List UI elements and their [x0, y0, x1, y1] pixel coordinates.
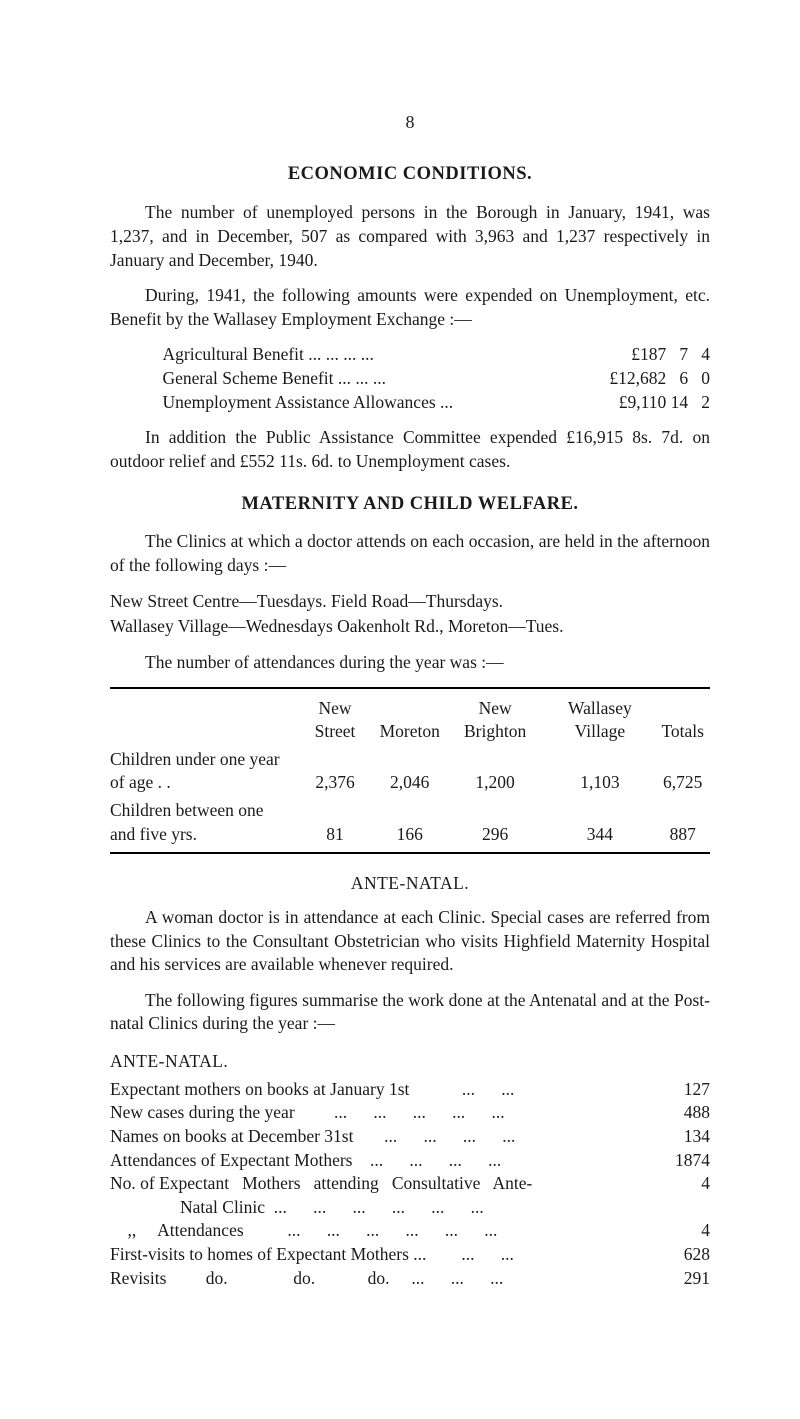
economic-p3: In addition the Public Assistance Commit… — [110, 426, 710, 473]
table-header — [110, 695, 296, 746]
figure-row: Expectant mothers on books at January 1s… — [110, 1078, 710, 1102]
antenatal-p2: The following figures summarise the work… — [110, 989, 710, 1036]
figure-label: Attendances of Expectant Mothers ... ...… — [110, 1149, 633, 1173]
figure-value: 134 — [633, 1125, 711, 1149]
benefit-row: General Scheme Benefit ... ... ... £12,6… — [163, 367, 711, 391]
figure-label: Expectant mothers on books at January 1s… — [110, 1078, 633, 1102]
figure-value: 291 — [633, 1267, 711, 1291]
benefit-label: General Scheme Benefit ... ... ... — [163, 367, 592, 391]
economic-p2: During, 1941, the following amounts were… — [110, 284, 710, 331]
figure-value: 127 — [633, 1078, 711, 1102]
maternity-p1: The Clinics at which a doctor attends on… — [110, 530, 710, 577]
benefit-label: Agricultural Benefit ... ... ... ... — [163, 343, 614, 367]
table-cell: 2,046 — [374, 746, 446, 797]
figure-label: New cases during the year ... ... ... ..… — [110, 1101, 633, 1125]
table-cell: 2,376 — [296, 746, 373, 797]
figure-value: 488 — [633, 1101, 711, 1125]
table-bottom-rule — [110, 852, 710, 854]
table-header: New Brighton — [446, 695, 545, 746]
table-header: Wallasey Village — [544, 695, 655, 746]
figure-row: First-visits to homes of Expectant Mothe… — [110, 1243, 710, 1267]
figure-value: 1874 — [633, 1149, 711, 1173]
economic-p1: The number of unemployed persons in the … — [110, 201, 710, 272]
table-row: Children under one year of age . . 2,376… — [110, 746, 710, 797]
table-row-label: Children under one year of age . . — [110, 746, 296, 797]
table-cell: 344 — [544, 797, 655, 848]
figure-row: Revisits do. do. do. ... ... ... 291 — [110, 1267, 710, 1291]
figure-value: 4 — [633, 1219, 711, 1243]
benefit-amount: £9,110 14 2 — [601, 391, 710, 415]
maternity-p2: The number of attendances during the yea… — [110, 651, 710, 675]
economic-heading: ECONOMIC CONDITIONS. — [110, 162, 710, 187]
table-header: Totals — [655, 695, 710, 746]
figure-value: 4 — [633, 1172, 711, 1196]
figure-label: Revisits do. do. do. ... ... ... — [110, 1267, 633, 1291]
benefit-list: Agricultural Benefit ... ... ... ... £18… — [110, 343, 710, 414]
figure-label: ,, Attendances ... ... ... ... ... ... — [110, 1219, 633, 1243]
figure-value: 628 — [633, 1243, 711, 1267]
table-header: Moreton — [374, 695, 446, 746]
clinic-days-line1: New Street Centre—Tuesdays. Field Road—T… — [110, 590, 710, 614]
benefit-label: Unemployment Assistance Allowances ... — [163, 391, 602, 415]
table-cell: 81 — [296, 797, 373, 848]
antenatal-figures: Expectant mothers on books at January 1s… — [110, 1078, 710, 1291]
page-number: 8 — [110, 110, 710, 134]
table-top-rule — [110, 687, 710, 689]
figure-label: Names on books at December 31st ... ... … — [110, 1125, 633, 1149]
figure-row: New cases during the year ... ... ... ..… — [110, 1101, 710, 1125]
table-cell: 887 — [655, 797, 710, 848]
attendance-table: New Street Moreton New Brighton Wallasey… — [110, 695, 710, 849]
table-header-row: New Street Moreton New Brighton Wallasey… — [110, 695, 710, 746]
clinic-days-line2: Wallasey Village—Wednesdays Oakenholt Rd… — [110, 615, 710, 639]
table-cell: 1,103 — [544, 746, 655, 797]
benefit-amount: £12,682 6 0 — [592, 367, 710, 391]
table-header: New Street — [296, 695, 373, 746]
maternity-heading: MATERNITY AND CHILD WELFARE. — [110, 492, 710, 517]
figure-row: Attendances of Expectant Mothers ... ...… — [110, 1149, 710, 1173]
table-cell: 1,200 — [446, 746, 545, 797]
table-cell: 166 — [374, 797, 446, 848]
benefit-amount: £187 7 4 — [614, 343, 710, 367]
benefit-row: Agricultural Benefit ... ... ... ... £18… — [163, 343, 711, 367]
figure-row: ,, Attendances ... ... ... ... ... ... 4 — [110, 1219, 710, 1243]
table-cell: 6,725 — [655, 746, 710, 797]
benefit-row: Unemployment Assistance Allowances ... £… — [163, 391, 711, 415]
figure-label: No. of Expectant Mothers attending Consu… — [110, 1172, 633, 1219]
table-row: Children between one and five yrs. 81 16… — [110, 797, 710, 848]
table-row-label: Children between one and five yrs. — [110, 797, 296, 848]
figure-label: First-visits to homes of Expectant Mothe… — [110, 1243, 633, 1267]
figure-row: No. of Expectant Mothers attending Consu… — [110, 1172, 710, 1219]
antenatal-p1: A woman doctor is in attendance at each … — [110, 906, 710, 977]
antenatal-subheading: ANTE-NATAL. — [110, 1050, 710, 1074]
antenatal-heading: ANTE-NATAL. — [110, 872, 710, 896]
table-cell: 296 — [446, 797, 545, 848]
figure-row: Names on books at December 31st ... ... … — [110, 1125, 710, 1149]
